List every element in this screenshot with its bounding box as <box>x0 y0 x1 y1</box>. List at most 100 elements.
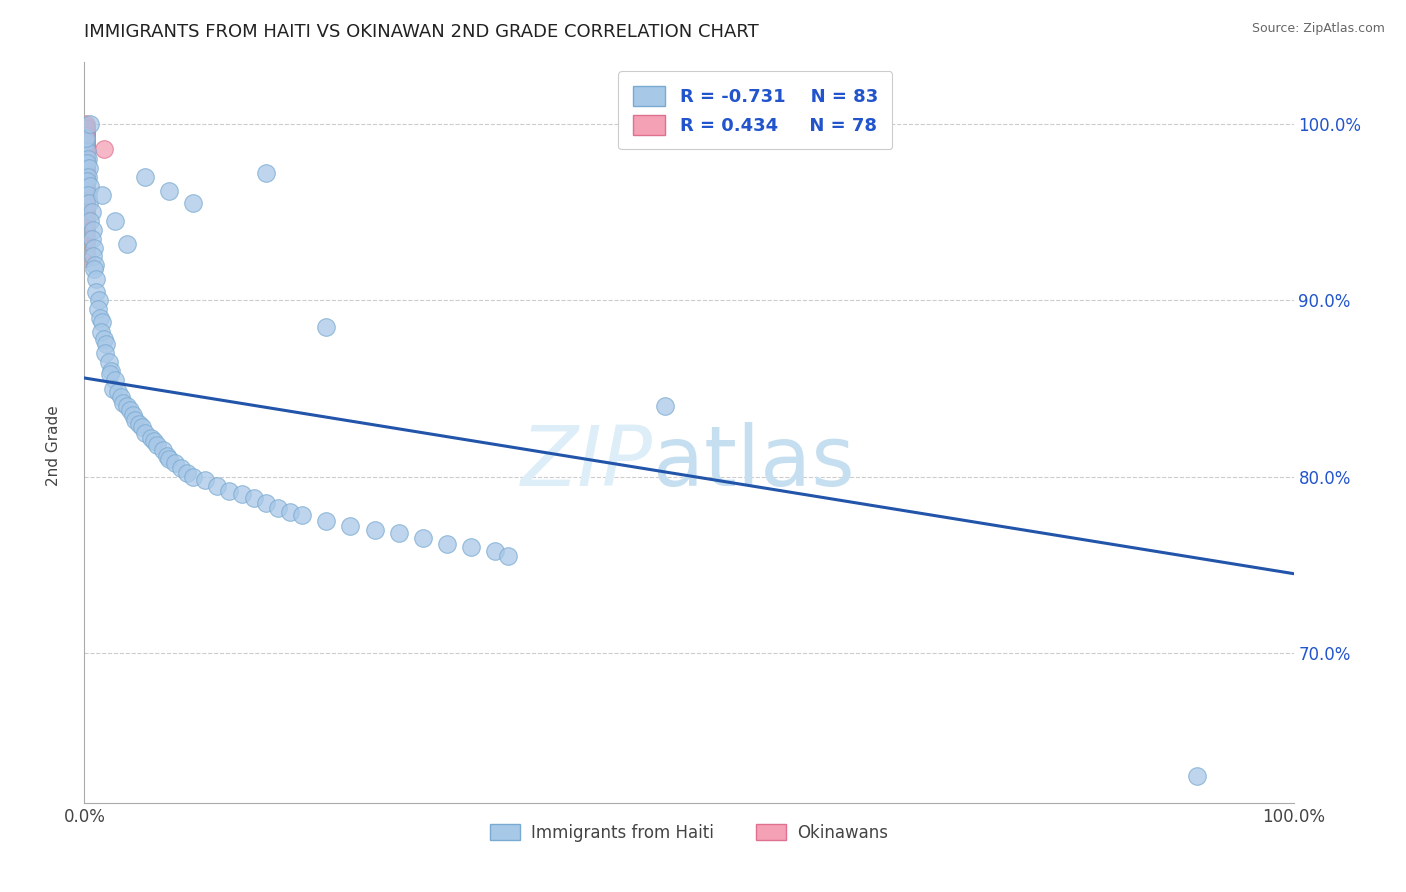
Point <box>152 443 174 458</box>
Point <box>110 390 132 404</box>
Point <box>75 165 97 179</box>
Point <box>75 163 97 178</box>
Point <box>79 178 101 193</box>
Point <box>75 237 97 252</box>
Point <box>291 508 314 523</box>
Point <box>75 135 97 149</box>
Point <box>121 408 143 422</box>
Point <box>654 399 676 413</box>
Point <box>496 549 519 563</box>
Point <box>176 466 198 480</box>
Point <box>75 129 97 144</box>
Point <box>218 483 240 498</box>
Point <box>75 212 97 227</box>
Point <box>75 135 97 149</box>
Point <box>134 425 156 440</box>
Point <box>1185 769 1208 783</box>
Point <box>484 543 506 558</box>
Point <box>75 194 97 209</box>
Point <box>91 187 114 202</box>
Point <box>75 124 97 138</box>
Point <box>75 227 97 241</box>
Point <box>75 244 97 258</box>
Point <box>170 461 193 475</box>
Point <box>75 205 97 219</box>
Point <box>363 523 385 537</box>
Point <box>315 319 337 334</box>
Point <box>75 145 97 160</box>
Point <box>75 242 97 256</box>
Point <box>75 154 97 169</box>
Point <box>115 399 138 413</box>
Point <box>80 205 103 219</box>
Point <box>112 395 135 409</box>
Point <box>75 169 97 184</box>
Point <box>157 452 180 467</box>
Point <box>75 230 97 244</box>
Point <box>75 149 97 163</box>
Point <box>75 232 97 246</box>
Point <box>90 325 112 339</box>
Point <box>75 228 97 243</box>
Point <box>75 138 97 153</box>
Point <box>107 385 129 400</box>
Point <box>100 364 122 378</box>
Point <box>75 187 97 202</box>
Point <box>267 501 290 516</box>
Point <box>77 187 100 202</box>
Point <box>75 245 97 260</box>
Point <box>93 142 115 156</box>
Point <box>75 122 97 136</box>
Point <box>75 161 97 176</box>
Point <box>84 258 107 272</box>
Point <box>75 184 97 198</box>
Point <box>104 214 127 228</box>
Point <box>82 223 104 237</box>
Point <box>75 153 97 167</box>
Point <box>83 261 105 276</box>
Point <box>82 249 104 263</box>
Point <box>75 249 97 263</box>
Point <box>75 131 97 145</box>
Point <box>75 178 97 193</box>
Point <box>91 314 114 328</box>
Point <box>86 272 108 286</box>
Point <box>157 184 180 198</box>
Point <box>80 232 103 246</box>
Point <box>75 156 97 170</box>
Point <box>75 177 97 191</box>
Point <box>75 136 97 151</box>
Point <box>254 496 277 510</box>
Point <box>79 117 101 131</box>
Point <box>75 225 97 239</box>
Point <box>165 456 187 470</box>
Point <box>75 234 97 248</box>
Point <box>86 285 108 299</box>
Point <box>75 140 97 154</box>
Point <box>75 247 97 261</box>
Point <box>242 491 264 505</box>
Text: Source: ZipAtlas.com: Source: ZipAtlas.com <box>1251 22 1385 36</box>
Point <box>75 182 97 196</box>
Point <box>94 337 117 351</box>
Point <box>75 214 97 228</box>
Point <box>104 373 127 387</box>
Point <box>77 153 100 167</box>
Point <box>75 168 97 182</box>
Point <box>98 368 121 382</box>
Point <box>89 311 111 326</box>
Point <box>75 207 97 221</box>
Point <box>93 332 115 346</box>
Legend: Immigrants from Haiti, Okinawans: Immigrants from Haiti, Okinawans <box>481 815 897 850</box>
Point <box>75 171 97 186</box>
Point <box>75 223 97 237</box>
Point <box>128 417 150 431</box>
Point <box>75 251 97 265</box>
Point <box>75 175 97 189</box>
Point <box>388 526 411 541</box>
Point <box>75 147 97 161</box>
Point <box>75 221 97 235</box>
Text: IMMIGRANTS FROM HAITI VS OKINAWAN 2ND GRADE CORRELATION CHART: IMMIGRANTS FROM HAITI VS OKINAWAN 2ND GR… <box>84 23 759 41</box>
Point <box>339 519 361 533</box>
Point <box>254 166 277 180</box>
